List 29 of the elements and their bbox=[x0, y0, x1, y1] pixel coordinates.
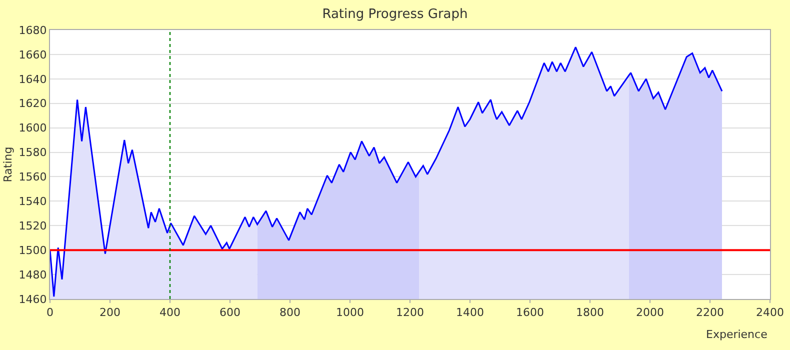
x-tick-label: 800 bbox=[280, 306, 300, 320]
x-tick-label: 1200 bbox=[396, 306, 424, 320]
x-tick-label: 2000 bbox=[636, 306, 664, 320]
x-tick-label: 2400 bbox=[756, 306, 784, 320]
y-tick-label: 1520 bbox=[18, 219, 47, 232]
y-tick-label: 1600 bbox=[18, 122, 47, 135]
x-tick-label: 1400 bbox=[456, 306, 484, 320]
y-tick-label: 1680 bbox=[18, 24, 47, 37]
x-tick-label: 1600 bbox=[516, 306, 544, 320]
y-tick-label: 1540 bbox=[18, 195, 47, 208]
x-tick-label: 200 bbox=[100, 306, 120, 320]
x-tick-label: 400 bbox=[160, 306, 180, 320]
y-tick-label: 1560 bbox=[18, 170, 47, 184]
y-axis-title: Rating bbox=[1, 146, 14, 182]
chart-title: Rating Progress Graph bbox=[322, 6, 468, 22]
x-tick-label: 1800 bbox=[576, 306, 604, 320]
x-tick-label: 1000 bbox=[336, 306, 364, 320]
line-series bbox=[50, 46, 723, 298]
x-tick-label: 0 bbox=[46, 306, 54, 320]
y-tick-label: 1480 bbox=[18, 268, 47, 282]
y-tick-label: 1500 bbox=[18, 244, 47, 257]
x-axis-title: Experience bbox=[706, 328, 768, 341]
y-tick-label: 1580 bbox=[18, 146, 47, 160]
x-tick-label: 600 bbox=[220, 306, 240, 320]
x-tick-label: 2200 bbox=[696, 306, 724, 320]
y-tick-label: 1640 bbox=[18, 72, 47, 86]
y-tick-label: 1620 bbox=[18, 97, 47, 110]
y-tick-label: 1460 bbox=[18, 292, 47, 306]
y-tick-label: 1660 bbox=[18, 48, 47, 62]
